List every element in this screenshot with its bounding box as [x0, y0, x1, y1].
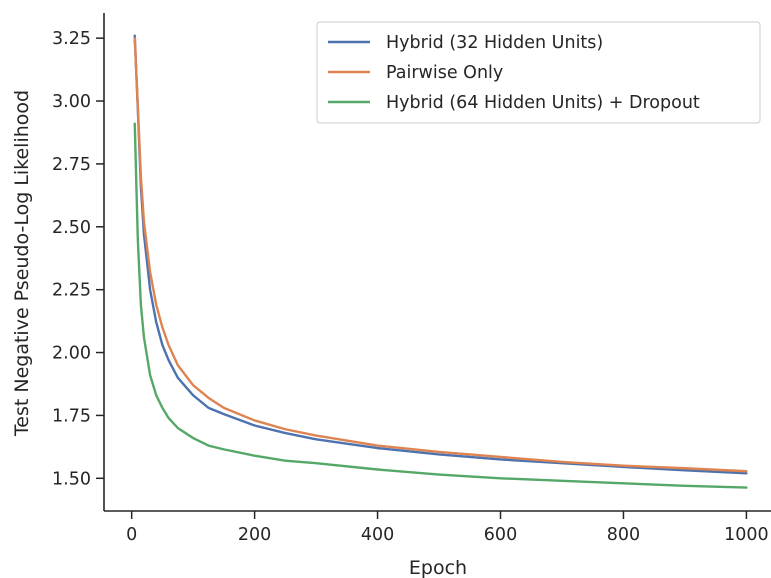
x-tick-label: 200: [238, 525, 271, 545]
x-axis-ticks: 0 200 400 600 800 1000: [126, 511, 769, 545]
y-tick-label: 3.25: [52, 29, 91, 49]
legend-label-0: Hybrid (32 Hidden Units): [386, 33, 603, 53]
x-tick-label: 400: [361, 525, 394, 545]
y-tick-label: 2.50: [52, 218, 91, 238]
y-tick-label: 2.25: [52, 281, 91, 301]
legend: Hybrid (32 Hidden Units) Pairwise Only Hyb…: [316, 21, 761, 124]
plot-lines: [133, 34, 748, 489]
legend-label-1: Pairwise Only: [386, 63, 503, 83]
x-tick-label: 800: [607, 525, 640, 545]
series-line-2: [133, 122, 748, 489]
x-tick-label: 600: [484, 525, 517, 545]
y-tick-label: 3.00: [52, 92, 91, 112]
y-tick-label: 2.75: [52, 155, 91, 175]
axes: [103, 13, 771, 512]
x-tick-label: 1000: [724, 525, 769, 545]
y-tick-label: 2.00: [52, 344, 91, 364]
x-axis-label: Epoch: [409, 557, 467, 578]
series-line-1: [133, 36, 748, 473]
series-line-0: [133, 34, 748, 475]
y-tick-label: 1.50: [52, 469, 91, 489]
y-axis-label: Test Negative Pseudo-Log Likelihood: [11, 90, 33, 437]
y-axis-ticks: 1.50 1.75 2.00 2.25 2.50 2.75 3.00 3.25: [52, 29, 104, 489]
x-tick-label: 0: [126, 525, 137, 545]
y-tick-label: 1.75: [52, 406, 91, 426]
legend-label-2: Hybrid (64 Hidden Units) + Dropout: [386, 93, 700, 113]
legend-box: [316, 21, 761, 124]
